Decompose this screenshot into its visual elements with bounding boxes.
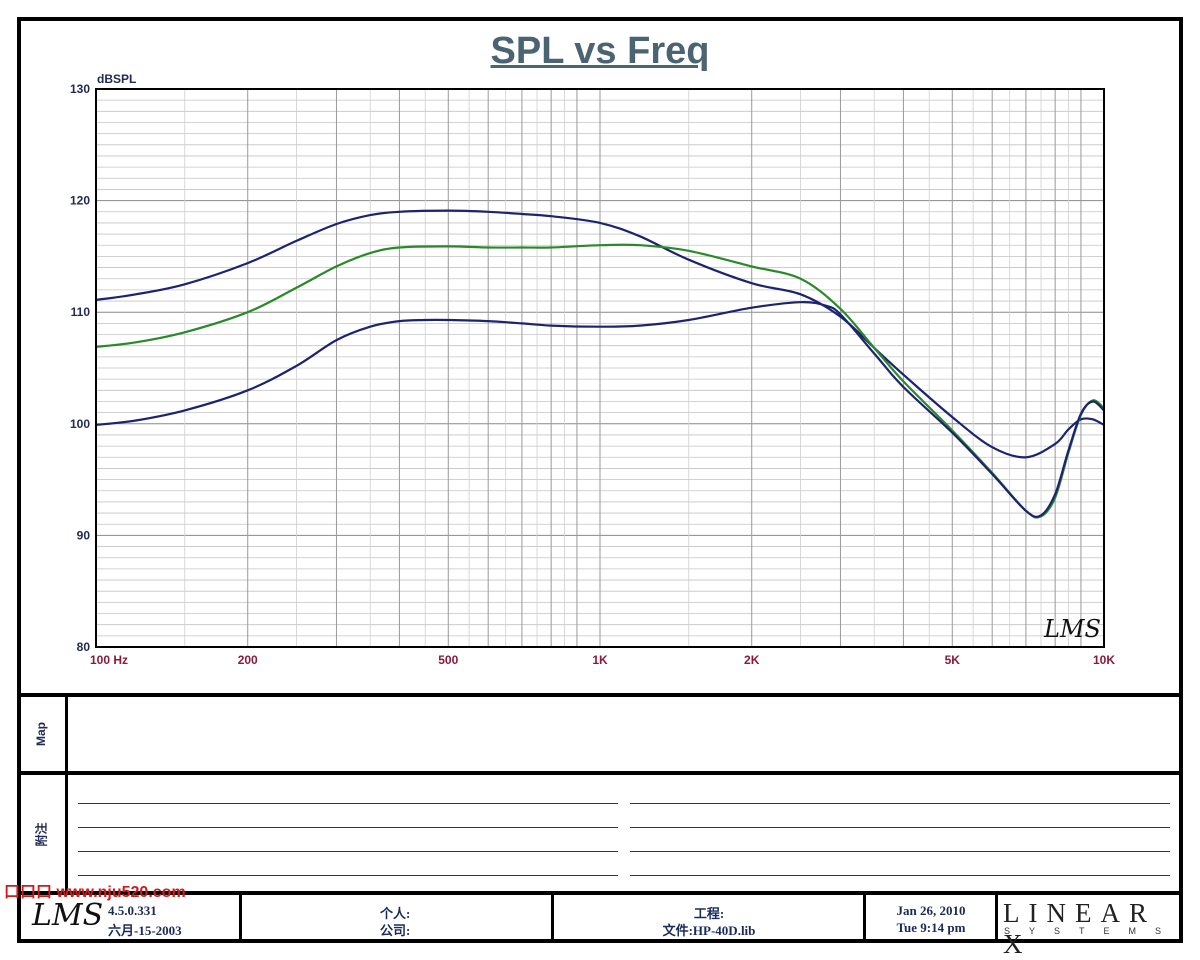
personal-label: 个人: <box>380 906 411 921</box>
series-line-1 <box>95 209 1105 459</box>
notes-label: 附注 <box>34 822 49 847</box>
note-line <box>78 851 618 852</box>
x-tick-label: 2K <box>744 653 760 667</box>
note-line <box>78 875 618 876</box>
x-tick-label: 5K <box>945 653 961 667</box>
divider-notes-top <box>17 771 1183 775</box>
lms-logo: LMS <box>32 898 104 933</box>
chart-title: SPL vs Freq <box>490 30 710 72</box>
divider-footer-top <box>17 891 1183 895</box>
y-axis-label: dBSPL <box>97 72 136 86</box>
notes-panel-divider <box>65 774 68 892</box>
map-label: Map <box>34 722 48 746</box>
note-line <box>78 827 618 828</box>
chart-series <box>95 209 1105 519</box>
note-line <box>78 803 618 804</box>
x-tick-label: 500 <box>438 653 458 667</box>
note-line <box>630 851 1170 852</box>
company-label: 公司: <box>380 923 411 938</box>
spl-chart: 80 90 100 110 120 130 100 Hz 200 500 1K 2K 5K 10K dB… <box>70 72 1115 667</box>
watermark-text: 口口口 www.nju520.com <box>4 884 186 901</box>
y-tick-label: 120 <box>70 194 90 208</box>
series-line-3 <box>95 301 1105 519</box>
project-label: 工程: <box>693 906 725 921</box>
note-line <box>630 827 1170 828</box>
y-tick-label: 90 <box>77 528 91 542</box>
chart-axes: 80 90 100 110 120 130 100 Hz 200 500 1K 2K 5K 10K <box>70 82 1115 667</box>
footer-divider <box>995 894 998 942</box>
y-tick-label: 130 <box>70 82 90 96</box>
date-text: Jan 26, 2010 <box>896 903 966 918</box>
version-text: 4.5.0.331 <box>108 903 157 918</box>
note-line <box>630 875 1170 876</box>
y-tick-label: 100 <box>70 417 90 431</box>
x-tick-label: 10K <box>1093 653 1115 667</box>
map-panel-divider <box>65 696 68 774</box>
linearx-systems: SYSTEMS <box>1004 926 1181 936</box>
x-tick-label: 1K <box>592 653 608 667</box>
file-label: 文件:HP-40D.lib <box>662 923 756 938</box>
page-frame <box>17 17 1183 943</box>
time-text: Tue 9:14 pm <box>896 920 966 935</box>
footer-divider <box>551 894 554 942</box>
chart-grid <box>95 88 1104 648</box>
linearx-brand: LINEAR X <box>1003 898 1156 959</box>
footer-divider <box>239 894 242 942</box>
plot-lms-logo: LMS <box>1043 615 1101 643</box>
y-tick-label: 110 <box>71 305 91 319</box>
plot-border <box>95 88 1105 648</box>
x-tick-label: 100 Hz <box>90 653 128 667</box>
note-line <box>630 803 1170 804</box>
y-tick-label: 80 <box>77 640 91 654</box>
x-tick-label: 200 <box>238 653 258 667</box>
build-date-text: 六月-15-2003 <box>108 923 182 938</box>
divider-map-top <box>17 693 1183 697</box>
footer-divider <box>863 894 866 942</box>
series-line-2 <box>95 243 1105 519</box>
